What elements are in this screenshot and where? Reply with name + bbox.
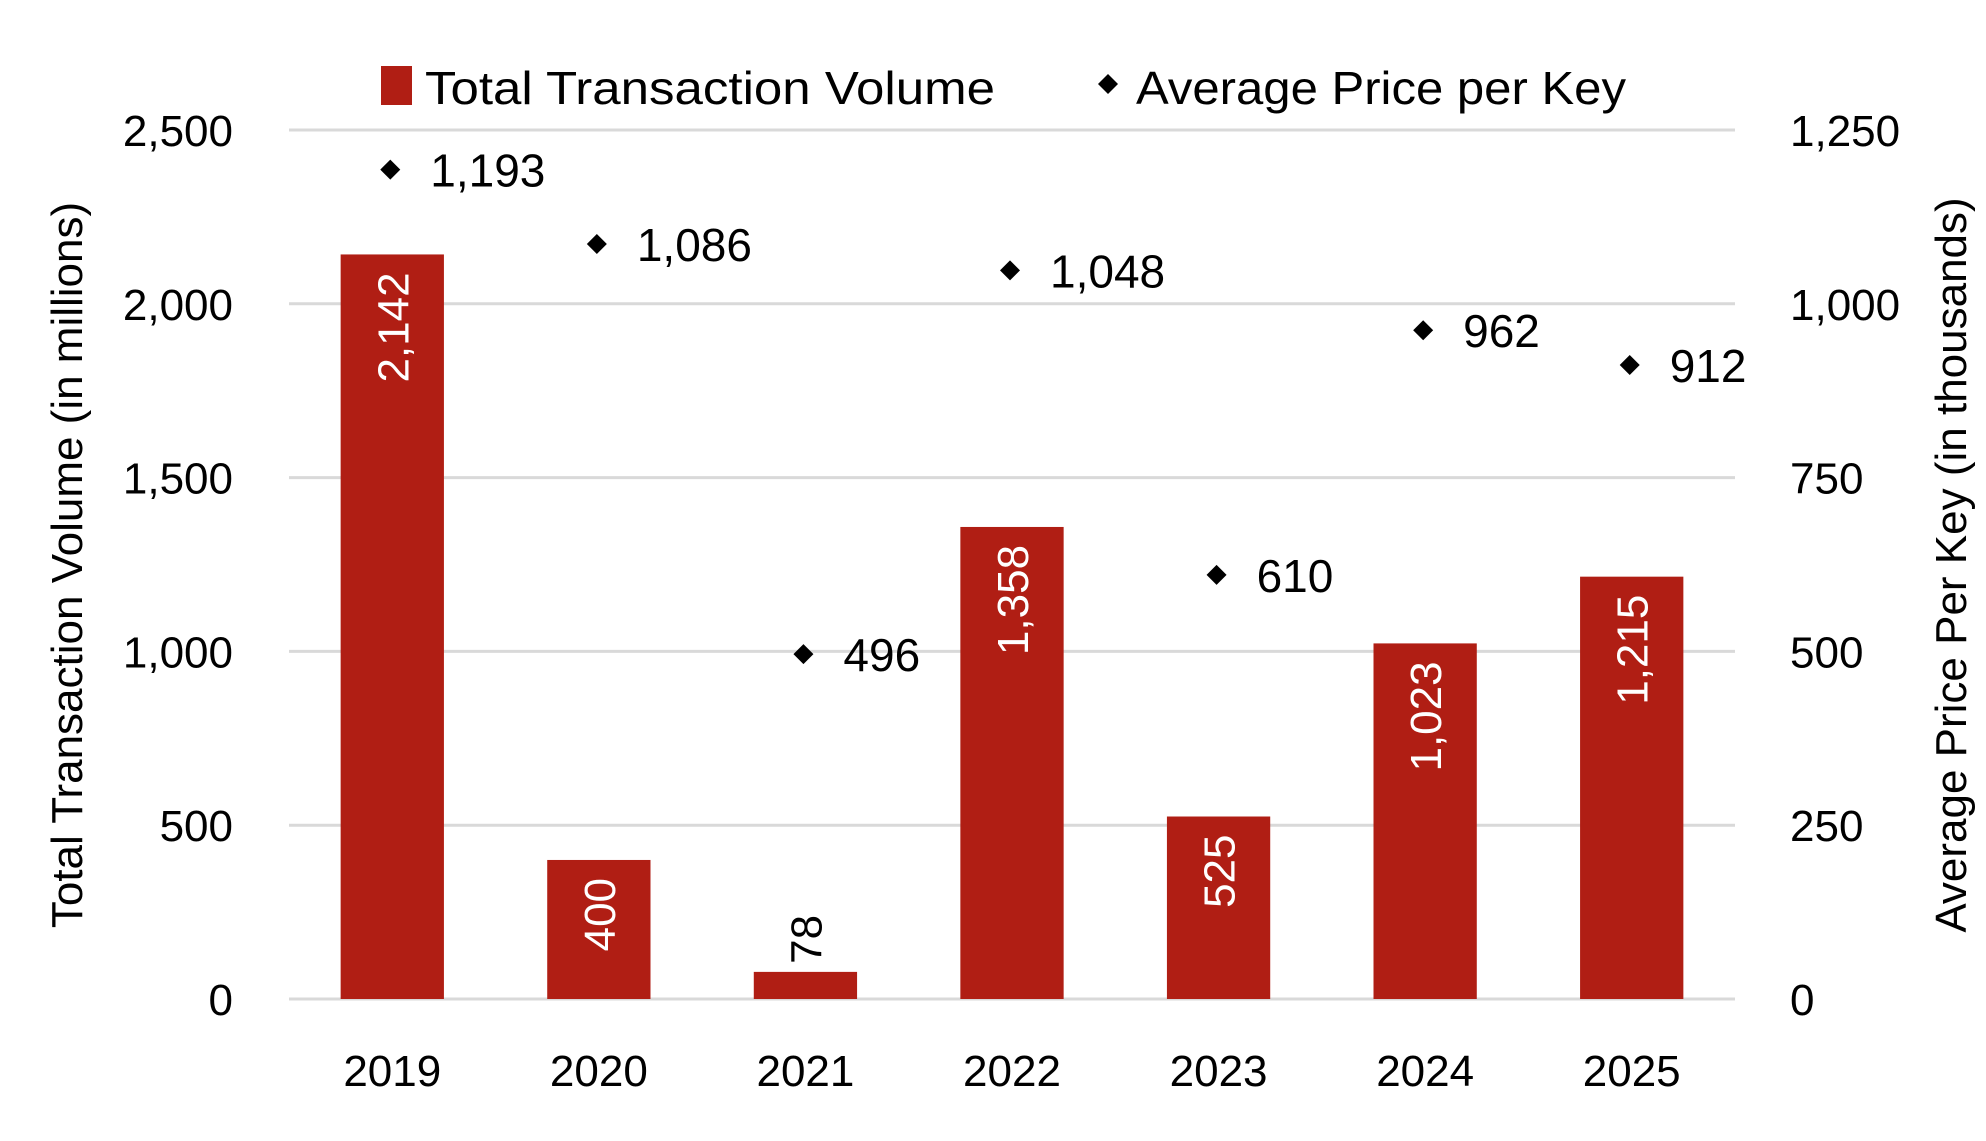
right-y-axis-ticks: 0 250 500 750 1,000 1,250: [1790, 107, 1900, 1025]
price-marker-2022[interactable]: [1000, 260, 1020, 281]
left-tick-label: 1,500: [123, 455, 233, 504]
left-tick-label: 500: [160, 802, 233, 851]
bar-2020[interactable]: [547, 859, 651, 999]
right-axis-title: Average Price Per Key (in thousands): [1927, 197, 1976, 932]
price-value-label: 1,193: [430, 145, 545, 197]
price-marker-2019[interactable]: [380, 159, 401, 180]
left-tick-label: 0: [209, 976, 233, 1025]
price-marker-2025[interactable]: [1619, 354, 1640, 375]
left-axis-title: Total Transaction Volume (in millions): [43, 202, 92, 928]
bar-2022[interactable]: [960, 526, 1064, 999]
price-value-label: 962: [1463, 305, 1540, 357]
price-value-label: 912: [1670, 340, 1747, 392]
bar-value-label: 525: [1196, 835, 1245, 908]
x-tick-label: 2024: [1376, 1047, 1474, 1096]
bar-value-label: 400: [576, 878, 625, 951]
bar-2023[interactable]: [1166, 816, 1271, 999]
bar-value-label: 78: [782, 915, 831, 964]
bar-value-label: 1,023: [1402, 661, 1451, 771]
x-tick-label: 2022: [963, 1047, 1061, 1096]
bar-2024[interactable]: [1373, 643, 1477, 999]
bar-value-label: 1,358: [989, 545, 1038, 655]
right-tick-label: 0: [1790, 976, 1814, 1025]
legend-swatch-volume: [381, 66, 412, 105]
price-marker-2020[interactable]: [586, 234, 607, 255]
right-tick-label: 750: [1790, 455, 1863, 504]
left-tick-label: 2,000: [123, 281, 233, 330]
x-tick-label: 2021: [756, 1047, 854, 1096]
bar-2019[interactable]: [340, 254, 444, 999]
price-marker-2024[interactable]: [1413, 320, 1434, 341]
legend-item-price[interactable]: Average Price per Key: [1098, 62, 1626, 114]
legend-item-volume[interactable]: Total Transaction Volume: [381, 62, 995, 114]
x-tick-label: 2023: [1170, 1047, 1268, 1096]
x-tick-label: 2020: [550, 1047, 648, 1096]
bar-data-labels: 2,142 400 78 1,358 525 1,023 1,215: [369, 272, 1657, 963]
price-marker-2021[interactable]: [793, 644, 814, 665]
price-markers: [380, 159, 1640, 665]
legend: Total Transaction Volume Average Price p…: [381, 62, 1626, 114]
x-tick-label: 2019: [343, 1047, 441, 1096]
price-value-label: 610: [1257, 550, 1334, 602]
right-tick-label: 1,250: [1790, 107, 1900, 156]
legend-label-volume: Total Transaction Volume: [425, 62, 995, 114]
legend-label-price: Average Price per Key: [1136, 62, 1626, 114]
right-tick-label: 500: [1790, 628, 1863, 677]
price-value-label: 1,048: [1050, 245, 1165, 297]
x-axis-ticks: 2019 2020 2021 2022 2023 2024 2025: [343, 1047, 1680, 1096]
bar-value-label: 2,142: [369, 272, 418, 382]
right-tick-label: 250: [1790, 802, 1863, 851]
price-marker-2023[interactable]: [1206, 564, 1227, 585]
bar-2021[interactable]: [753, 971, 858, 999]
left-tick-label: 1,000: [123, 628, 233, 677]
bars: [340, 254, 1684, 999]
price-value-label: 496: [843, 629, 920, 681]
left-tick-label: 2,500: [123, 107, 233, 156]
right-tick-label: 1,000: [1790, 281, 1900, 330]
legend-diamond-icon: [1098, 74, 1118, 94]
bar-value-label: 1,215: [1609, 595, 1658, 705]
left-y-axis-ticks: 0 500 1,000 1,500 2,000 2,500: [123, 107, 233, 1025]
x-tick-label: 2025: [1583, 1047, 1681, 1096]
bar-2025[interactable]: [1580, 576, 1684, 999]
price-data-labels: 1,193 1,086 496 1,048 610 962 912: [430, 145, 1746, 682]
price-value-label: 1,086: [637, 219, 752, 271]
